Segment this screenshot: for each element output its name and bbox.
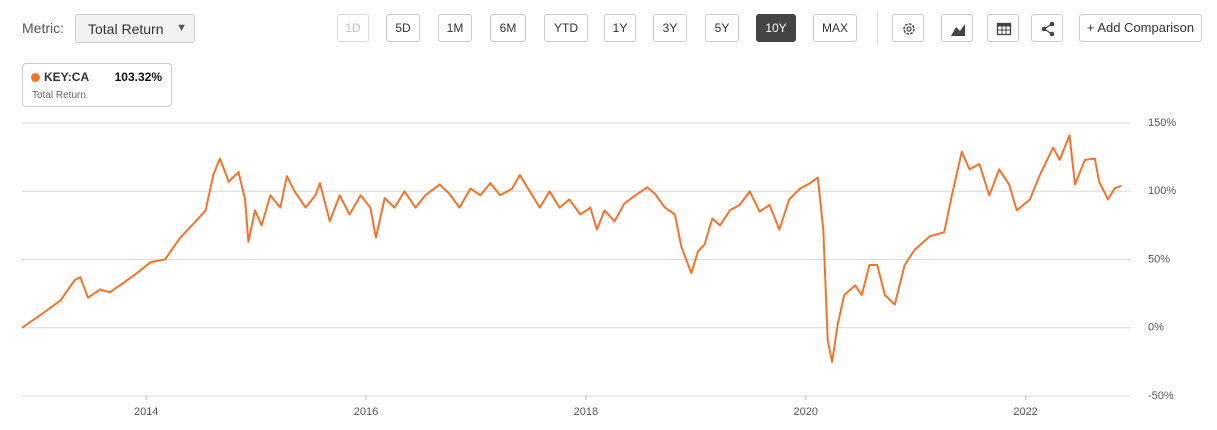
x-tick-label: 2014 [134,406,158,418]
legend-metric: Total Return [32,90,86,101]
add-comparison-button[interactable]: + Add Comparison [1079,14,1202,42]
chart-type-icon [951,24,965,36]
legend-value: 103.32% [114,70,162,84]
y-tick-label: -50% [1148,390,1174,402]
range-button: 1D [337,14,369,42]
range-button[interactable]: MAX [813,14,857,42]
y-tick-label: 50% [1148,253,1170,265]
range-button[interactable]: 5Y [705,14,739,42]
legend: KEY:CA 103.32% Total Return [22,63,172,107]
y-tick-label: 0% [1148,322,1164,334]
range-button[interactable]: 5D [386,14,420,42]
table-icon [996,22,1012,36]
metric-value: Total Return [88,21,164,37]
range-button[interactable]: YTD [544,14,588,42]
chart-type-button[interactable] [941,14,973,42]
range-button[interactable]: 10Y [756,14,796,42]
settings-button[interactable] [892,14,924,42]
metric-label: Metric: [22,20,64,36]
share-button[interactable] [1031,14,1063,42]
metric-dropdown[interactable]: Total Return ▼ [75,14,195,43]
range-button[interactable]: 1Y [604,14,636,42]
x-tick-label: 2020 [793,406,817,418]
y-tick-label: 150% [1148,117,1176,129]
range-button[interactable]: 6M [490,14,526,42]
x-tick-label: 2016 [354,406,378,418]
legend-ticker: KEY:CA [44,70,90,84]
settings-icon [903,23,915,35]
legend-swatch [31,73,40,82]
range-button[interactable]: 1M [438,14,472,42]
divider [877,12,878,44]
table-button[interactable] [987,14,1019,42]
x-tick-label: 2022 [1013,406,1037,418]
share-icon [1041,21,1055,37]
line [21,134,1122,363]
caret: ▼ [176,22,187,34]
range-button[interactable]: 3Y [653,14,687,42]
chart: -50% 0% 50% 100% 150% 2014 2016 2018 2020 2022 [21,117,1176,418]
x-tick-label: 2018 [574,406,598,418]
y-tick-label: 100% [1148,185,1176,197]
